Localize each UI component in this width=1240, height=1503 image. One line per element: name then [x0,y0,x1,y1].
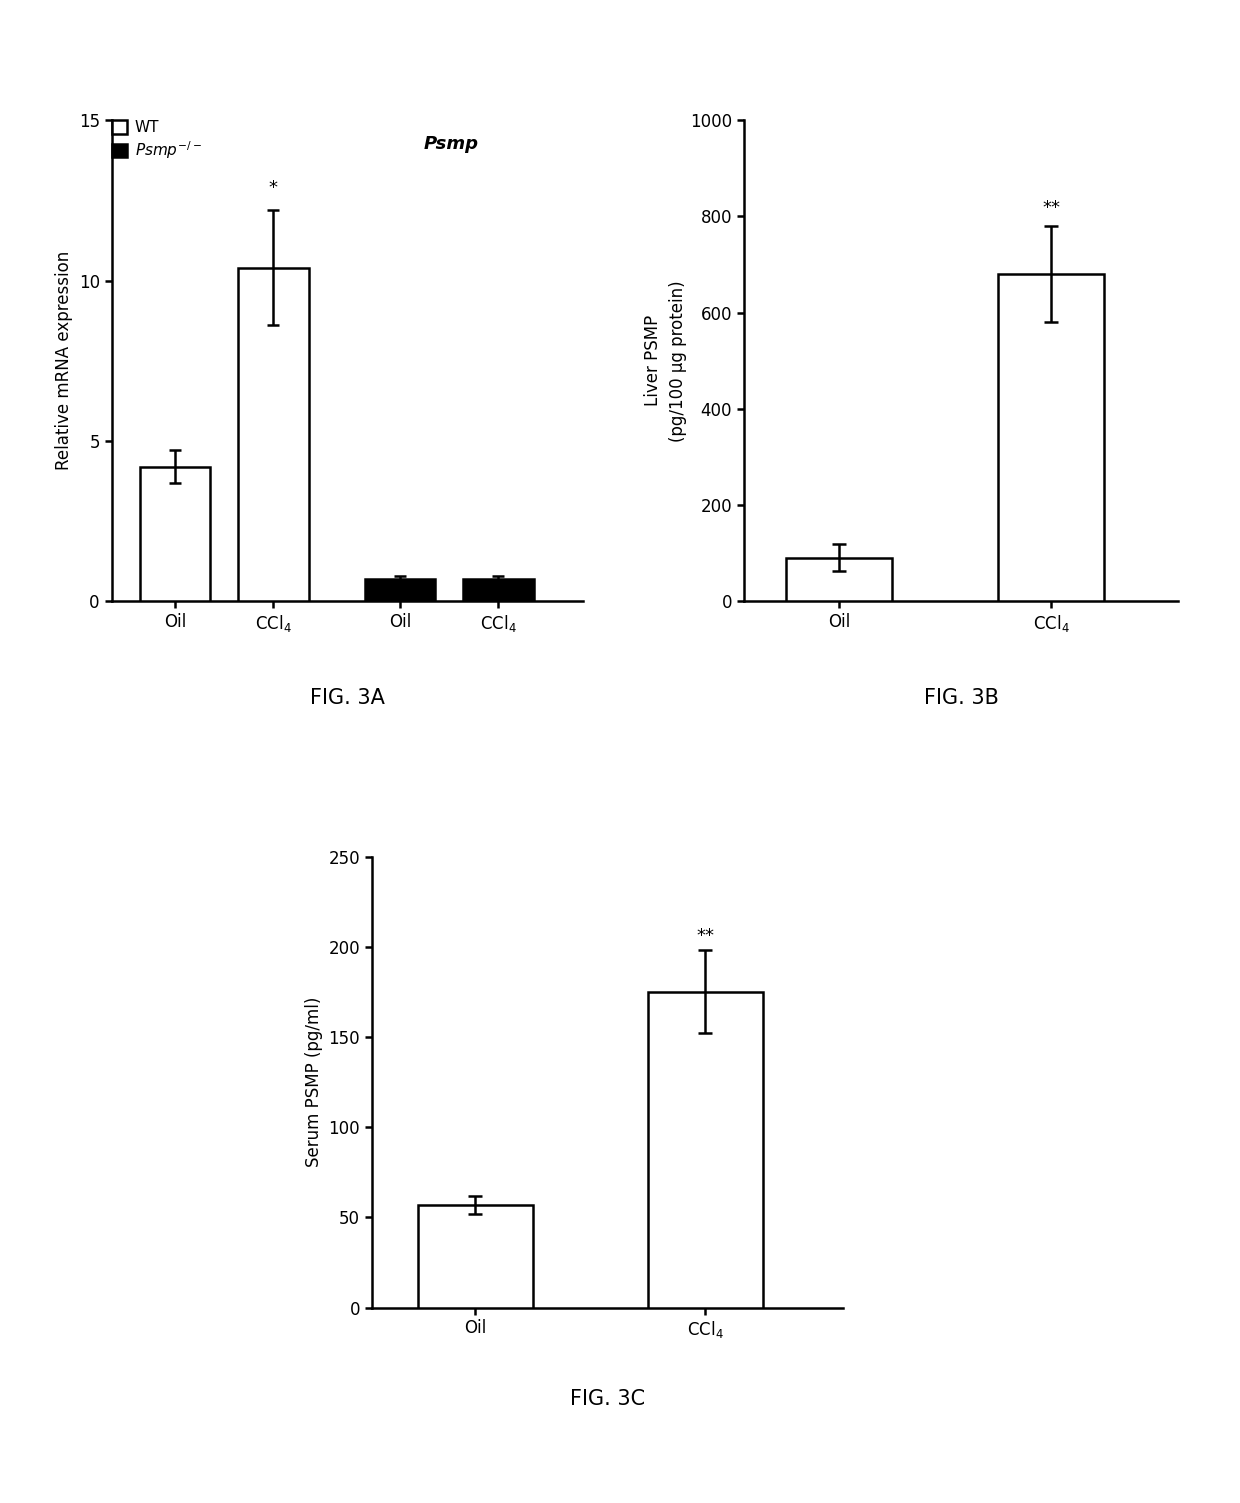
Y-axis label: Liver PSMP
(pg/100 μg protein): Liver PSMP (pg/100 μg protein) [645,280,687,442]
Y-axis label: Relative mRNA expression: Relative mRNA expression [55,251,73,470]
Text: FIG. 3B: FIG. 3B [924,688,998,708]
Bar [998,274,1104,601]
Text: FIG. 3C: FIG. 3C [570,1389,645,1408]
Text: **: ** [1042,200,1060,218]
Y-axis label: Serum PSMP (pg/ml): Serum PSMP (pg/ml) [305,996,322,1168]
Bar [238,268,309,601]
Text: Psmp: Psmp [423,135,479,153]
Bar [140,466,210,601]
Text: **: ** [697,927,714,945]
Legend: WT, $Psmp^{-/-}$: WT, $Psmp^{-/-}$ [112,120,201,161]
Bar [786,558,893,601]
Bar [464,579,533,601]
Text: *: * [269,179,278,197]
Bar [418,1205,533,1308]
Bar [365,579,435,601]
Text: FIG. 3A: FIG. 3A [310,688,384,708]
Bar [647,992,763,1308]
